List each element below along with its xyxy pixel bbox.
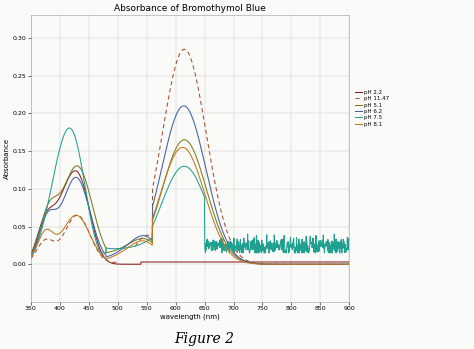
pH 8.1 — [52, 232, 58, 236]
pH 2.2 — [109, 261, 115, 265]
pH 8.1 — [273, 262, 279, 266]
pH 8.1 — [109, 255, 114, 259]
pH 11.47 — [273, 262, 279, 266]
pH 7.5 — [346, 250, 352, 254]
Line: pH 11.47: pH 11.47 — [31, 49, 349, 264]
pH 5.1 — [273, 262, 279, 266]
pH 2.2 — [346, 260, 352, 264]
pH 6.2 — [28, 254, 34, 259]
pH 5.1 — [182, 138, 187, 142]
pH 7.5 — [273, 240, 279, 245]
pH 7.5 — [44, 209, 49, 213]
pH 11.47 — [109, 260, 114, 264]
pH 11.47 — [334, 262, 340, 266]
pH 5.1 — [52, 194, 58, 199]
pH 5.1 — [44, 206, 49, 210]
pH 2.2 — [28, 252, 34, 256]
pH 6.2 — [346, 262, 352, 266]
pH 6.2 — [52, 207, 58, 211]
Line: pH 5.1: pH 5.1 — [31, 140, 349, 264]
Title: Absorbance of Bromothymol Blue: Absorbance of Bromothymol Blue — [114, 4, 266, 13]
Line: pH 8.1: pH 8.1 — [31, 147, 349, 264]
pH 6.2 — [109, 253, 114, 257]
pH 5.1 — [334, 262, 340, 266]
pH 11.47 — [44, 237, 49, 241]
Text: Figure 2: Figure 2 — [174, 332, 234, 346]
pH 2.2 — [335, 260, 340, 264]
pH 7.5 — [109, 246, 115, 251]
pH 6.2 — [44, 212, 49, 216]
pH 7.5 — [160, 198, 166, 202]
pH 7.5 — [334, 240, 340, 245]
X-axis label: wavelength (nm): wavelength (nm) — [160, 314, 220, 320]
pH 8.1 — [334, 262, 340, 266]
pH 2.2 — [161, 260, 166, 264]
pH 7.5 — [66, 126, 72, 130]
pH 2.2 — [273, 260, 279, 264]
Line: pH 7.5: pH 7.5 — [31, 128, 349, 253]
Line: pH 2.2: pH 2.2 — [31, 171, 349, 264]
pH 6.2 — [181, 104, 187, 108]
pH 5.1 — [346, 262, 352, 266]
pH 11.47 — [346, 262, 352, 266]
pH 8.1 — [44, 227, 49, 231]
pH 5.1 — [109, 250, 114, 254]
pH 8.1 — [28, 256, 34, 260]
pH 5.1 — [160, 185, 165, 190]
pH 8.1 — [160, 184, 165, 188]
Line: pH 6.2: pH 6.2 — [31, 106, 349, 264]
pH 7.5 — [28, 251, 34, 255]
pH 11.47 — [160, 128, 166, 132]
pH 6.2 — [160, 162, 165, 166]
pH 6.2 — [334, 262, 340, 266]
pH 8.1 — [180, 145, 185, 149]
pH 2.2 — [44, 210, 49, 214]
pH 2.2 — [52, 202, 58, 206]
pH 5.1 — [28, 253, 34, 258]
Y-axis label: Absorbance: Absorbance — [4, 138, 10, 179]
pH 8.1 — [346, 262, 352, 266]
Legend: pH 2.2, pH 11.47, pH 5.1, pH 6.2, pH 7.5, pH 8.1: pH 2.2, pH 11.47, pH 5.1, pH 6.2, pH 7.5… — [356, 90, 389, 127]
pH 7.5 — [52, 166, 58, 171]
pH 11.47 — [52, 239, 58, 243]
pH 6.2 — [273, 262, 279, 266]
pH 2.2 — [73, 169, 78, 173]
pH 2.2 — [138, 262, 144, 266]
pH 11.47 — [28, 257, 34, 261]
